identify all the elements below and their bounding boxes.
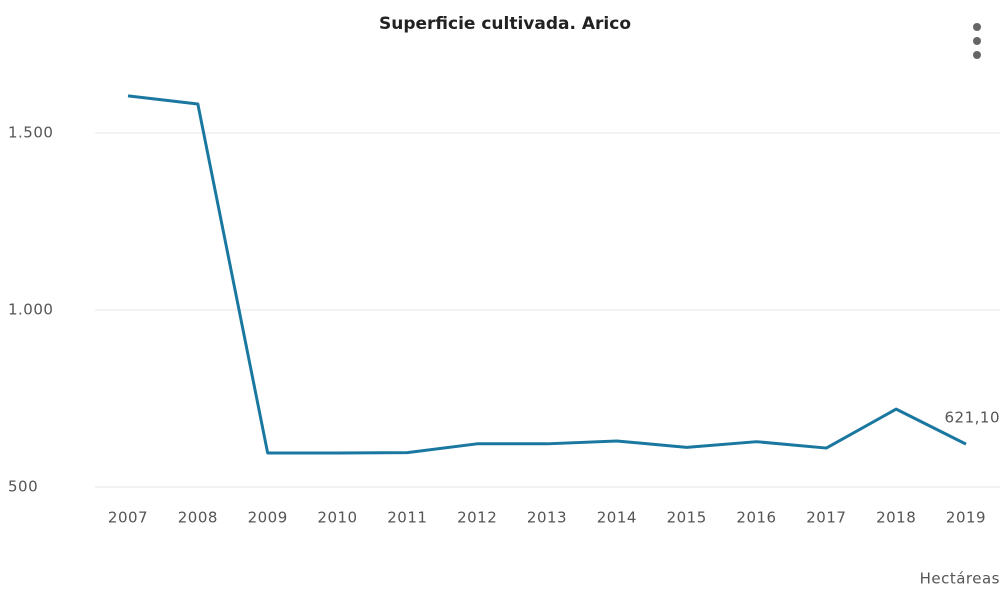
- menu-dot[interactable]: [973, 51, 981, 59]
- x-tick-label: 2007: [108, 509, 148, 527]
- x-tick-label: 2014: [597, 509, 637, 527]
- x-tick-label: 2019: [946, 509, 986, 527]
- menu-dot[interactable]: [973, 23, 981, 31]
- menu-dot[interactable]: [973, 37, 981, 45]
- x-tick-label: 2010: [317, 509, 357, 527]
- y-tick-label: 1.500: [8, 124, 53, 142]
- x-tick-label: 2012: [457, 509, 497, 527]
- x-tick-label: 2018: [876, 509, 916, 527]
- x-tick-label: 2016: [736, 509, 776, 527]
- menu-icon[interactable]: [973, 23, 981, 59]
- x-tick-label: 2015: [667, 509, 707, 527]
- y-tick-label: 1.000: [8, 301, 53, 319]
- unit-label: Hectáreas: [920, 570, 1000, 588]
- x-tick-label: 2013: [527, 509, 567, 527]
- x-tick-label: 2017: [806, 509, 846, 527]
- line: [127, 94, 967, 455]
- x-tick-label: 2008: [178, 509, 218, 527]
- y-tick-label: 500: [8, 478, 38, 496]
- data-label: 621,10: [945, 409, 1001, 427]
- chart-title: Superficie cultivada. Arico: [379, 14, 631, 34]
- x-tick-label: 2009: [248, 509, 288, 527]
- x-tick-label: 2011: [387, 509, 427, 527]
